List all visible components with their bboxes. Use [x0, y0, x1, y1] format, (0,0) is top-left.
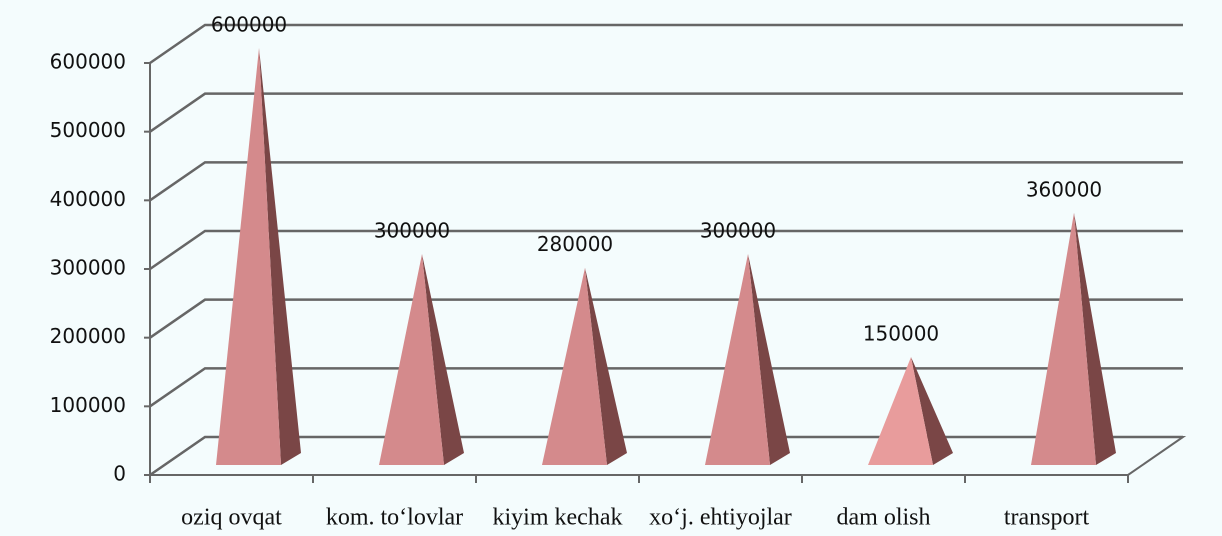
x-tick-label: kiyim kechak	[493, 505, 623, 531]
pyramid-side	[911, 357, 953, 465]
x-tick-label: xo‘j. ehtiyojlar	[649, 505, 792, 531]
value-label: 150000	[863, 322, 939, 346]
grid-line	[149, 367, 1183, 408]
pyramid-side	[259, 48, 301, 465]
value-label: 360000	[1026, 177, 1102, 201]
y-tick-label: 200000	[50, 324, 126, 348]
y-tick-label: 0	[113, 462, 126, 486]
pyramid-side	[1074, 212, 1116, 465]
grid-line	[149, 229, 1183, 271]
x-tick-label: oziq ovqat	[181, 505, 282, 531]
grid-line	[149, 92, 1183, 133]
y-tick-label: 100000	[50, 393, 126, 417]
y-tick-label: 400000	[50, 187, 126, 211]
pyramid	[542, 267, 607, 465]
y-tick-label: 300000	[50, 256, 126, 280]
grid-line	[149, 161, 1183, 202]
value-label: 280000	[537, 232, 613, 256]
x-tick-label: transport	[1004, 505, 1090, 531]
pyramid-side	[422, 254, 464, 465]
pyramid	[705, 254, 770, 465]
pyramid-side	[748, 254, 790, 465]
pyramid	[1031, 212, 1096, 465]
pyramid	[216, 48, 281, 465]
value-label: 600000	[211, 13, 287, 37]
pyramid	[868, 357, 933, 465]
grid-line	[149, 435, 1183, 477]
floor	[146, 436, 1187, 476]
y-tick-label: 600000	[50, 50, 126, 74]
pyramid-side	[585, 267, 627, 465]
grid-line	[149, 298, 1183, 339]
pyramid	[379, 254, 444, 465]
value-label: 300000	[374, 219, 450, 243]
y-tick-label: 500000	[50, 118, 126, 142]
value-label: 300000	[700, 219, 776, 243]
x-tick-label: kom. to‘lovlar	[326, 505, 463, 531]
x-tick-label: dam olish	[837, 505, 931, 531]
grid-line	[149, 23, 1183, 65]
